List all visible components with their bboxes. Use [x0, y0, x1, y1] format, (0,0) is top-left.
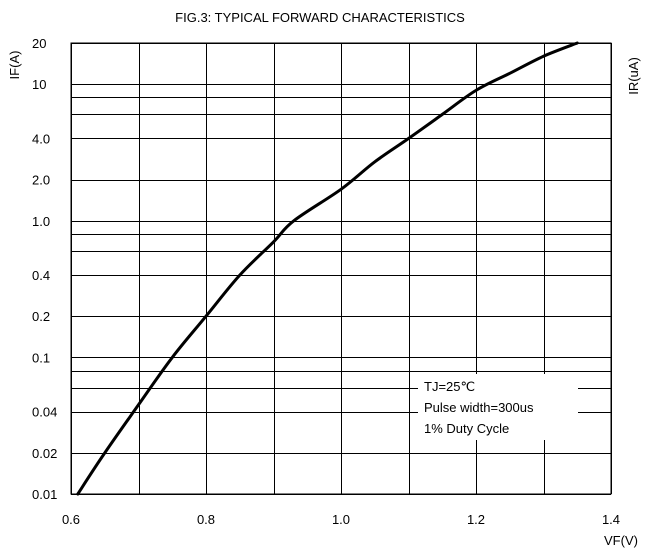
- annotation-pulse-width: Pulse width=300us: [424, 400, 534, 415]
- y-tick-label: 4.0: [32, 131, 50, 146]
- x-tick-label: 1.0: [332, 512, 350, 527]
- grid-lines: [71, 43, 612, 495]
- forward-current-curve: [76, 41, 579, 496]
- y-tick-label: 0.2: [32, 309, 50, 324]
- y-tick-label: 2.0: [32, 173, 50, 188]
- y-axis-label-left: IF(A): [7, 51, 22, 80]
- y-tick-labels: 0.01 0.02 0.04 0.1 0.2 0.4 1.0 2.0 4.0 10 20: [32, 36, 57, 502]
- x-tick-label: 1.2: [467, 512, 485, 527]
- y-tick-label: 0.04: [32, 405, 57, 420]
- y-tick-label: 0.01: [32, 487, 57, 502]
- y-tick-label: 0.02: [32, 446, 57, 461]
- conditions-annotation: TJ=25℃ Pulse width=300us 1% Duty Cycle: [418, 374, 578, 440]
- y-tick-label: 0.4: [32, 268, 50, 283]
- chart-title: FIG.3: TYPICAL FORWARD CHARACTERISTICS: [175, 10, 465, 25]
- y-axis-label-right: IR(uA): [626, 57, 641, 95]
- x-tick-label: 0.6: [62, 512, 80, 527]
- x-tick-label: 0.8: [197, 512, 215, 527]
- x-tick-labels: 0.6 0.8 1.0 1.2 1.4: [62, 512, 620, 527]
- annotation-duty-cycle: 1% Duty Cycle: [424, 421, 509, 436]
- y-tick-label: 0.1: [32, 350, 50, 365]
- annotation-temperature: TJ=25℃: [424, 379, 475, 394]
- plot-frame: [70, 42, 612, 495]
- y-tick-label: 10: [32, 77, 46, 92]
- x-axis-label: VF(V): [604, 533, 638, 548]
- y-tick-label: 20: [32, 36, 46, 51]
- y-tick-label: 1.0: [32, 214, 50, 229]
- annotation-background: [418, 374, 578, 440]
- x-tick-label: 1.4: [602, 512, 620, 527]
